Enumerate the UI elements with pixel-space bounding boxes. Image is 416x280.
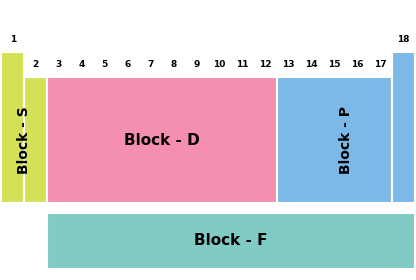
Text: 18: 18	[397, 35, 409, 44]
Text: 3: 3	[56, 60, 62, 69]
Text: 7: 7	[147, 60, 154, 69]
Text: 15: 15	[328, 60, 341, 69]
Text: 17: 17	[374, 60, 386, 69]
Bar	[391, 52, 415, 203]
Text: 8: 8	[171, 60, 177, 69]
Bar	[25, 77, 47, 203]
Text: Block - D: Block - D	[124, 132, 200, 148]
Text: Block - F: Block - F	[194, 233, 268, 248]
Text: 2: 2	[33, 60, 39, 69]
Text: 9: 9	[193, 60, 200, 69]
Text: 6: 6	[124, 60, 131, 69]
Bar	[1, 52, 25, 203]
Text: 10: 10	[213, 60, 225, 69]
Bar	[47, 213, 415, 269]
Text: 11: 11	[236, 60, 249, 69]
Bar	[277, 77, 391, 203]
Text: 4: 4	[79, 60, 85, 69]
Text: 5: 5	[102, 60, 108, 69]
Text: 1: 1	[10, 35, 16, 44]
Text: Block - S: Block - S	[17, 106, 31, 174]
Bar	[47, 77, 277, 203]
Text: Block - P: Block - P	[339, 106, 353, 174]
Text: 12: 12	[259, 60, 272, 69]
Text: 13: 13	[282, 60, 295, 69]
Text: 14: 14	[305, 60, 318, 69]
Text: 16: 16	[351, 60, 364, 69]
